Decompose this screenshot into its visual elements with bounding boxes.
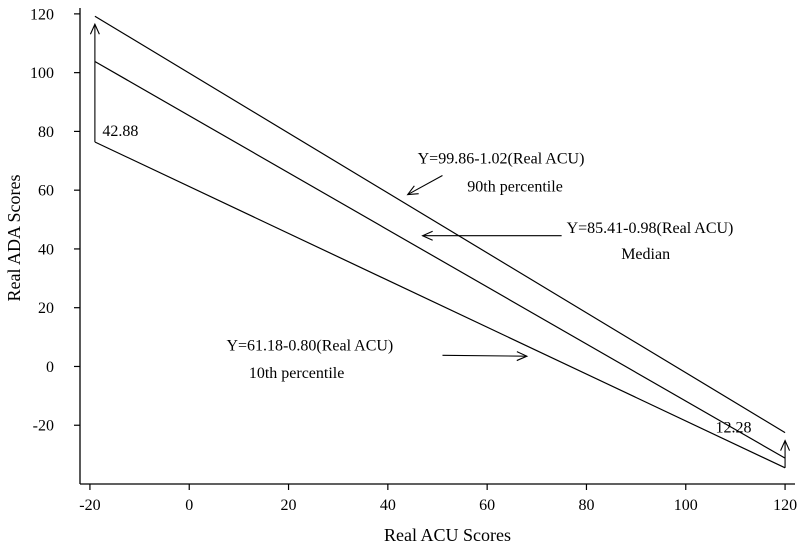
annotation-label: 10th percentile (249, 365, 345, 382)
series-line-median (94, 60, 786, 459)
series-line-p90 (94, 15, 786, 434)
y-tick-label: 40 (38, 241, 54, 258)
gap-arrow-icon (89, 22, 100, 142)
x-axis-title: Real ACU Scores (384, 525, 511, 545)
annotations: Y=99.86-1.02(Real ACU) 90th percentile Y=8… (226, 151, 733, 382)
x-tick-label: 20 (281, 497, 297, 514)
annotation-equation: Y=85.41-0.98(Real ACU) (567, 220, 734, 237)
annotation-label: Median (621, 246, 670, 263)
y-tick-label: 0 (46, 359, 54, 376)
x-tick-label: 120 (773, 497, 797, 514)
annotation-arrow-icon (442, 351, 529, 362)
x-tick-label: 0 (185, 497, 193, 514)
series-lines (94, 15, 786, 469)
y-tick-label: 100 (30, 65, 54, 82)
x-tick-label: 100 (674, 497, 698, 514)
gap-label: 42.88 (102, 123, 138, 140)
gap-markers: 42.88 12.28 (89, 22, 791, 468)
annotation-label: 90th percentile (467, 179, 563, 196)
y-axis-title: Real ADA Scores (4, 175, 24, 302)
annotation-equation: Y=99.86-1.02(Real ACU) (418, 151, 585, 168)
x-tick-label: 60 (479, 497, 495, 514)
annotation-equation: Y=61.18-0.80(Real ACU) (226, 337, 393, 354)
y-tick-label: -20 (33, 418, 54, 435)
y-tick-label: 60 (38, 183, 54, 200)
axes (79, 8, 795, 485)
annotation-arrow-icon (421, 230, 562, 241)
x-tick-label: -20 (79, 497, 100, 514)
x-tick-label: 80 (578, 497, 594, 514)
y-tick-label: 20 (38, 300, 54, 317)
y-tick-label: 120 (30, 6, 54, 23)
gap-label: 12.28 (716, 420, 752, 437)
x-tick-label: 40 (380, 497, 396, 514)
tick-marks: -20 0 20 40 60 80 100 120 -20 0 20 40 60 80 100 120 (30, 6, 797, 514)
series-line-p10 (94, 141, 786, 469)
y-tick-label: 80 (38, 124, 54, 141)
annotation-arrow-icon (406, 174, 443, 196)
gap-arrow-icon (780, 439, 791, 468)
